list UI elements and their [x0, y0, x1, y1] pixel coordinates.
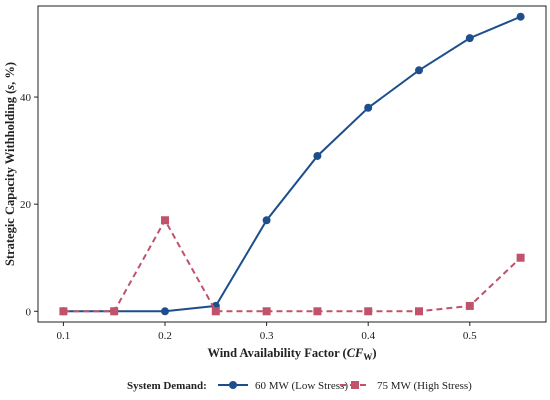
x-tick-label: 0.5 — [463, 330, 477, 342]
legend-title: System Demand: — [127, 380, 207, 392]
series-line — [63, 15, 521, 313]
legend-marker-series-1 — [229, 381, 237, 389]
data-point — [313, 307, 322, 316]
legend-marker-series-2 — [351, 381, 359, 389]
x-tick-label: 0.4 — [361, 330, 375, 342]
data-point — [110, 307, 119, 316]
data-point — [364, 307, 373, 316]
data-point — [516, 253, 525, 262]
x-axis-ticks: 0.1 0.2 0.3 0.4 0.5 — [57, 322, 477, 342]
data-point — [161, 216, 169, 225]
data-point — [516, 12, 525, 21]
data-point — [161, 307, 169, 316]
series-1 — [59, 12, 525, 316]
data-point — [465, 34, 474, 43]
data-point — [59, 307, 68, 316]
data-point — [364, 103, 373, 112]
y-axis-title: Strategic Capacity Withholding (s, %) — [3, 62, 17, 266]
data-point — [415, 307, 423, 316]
data-point — [211, 307, 220, 316]
x-tick-label: 0.1 — [57, 330, 71, 342]
x-tick-label: 0.3 — [260, 330, 274, 342]
series-line — [63, 218, 522, 313]
series-layer — [59, 12, 525, 316]
legend: System Demand: 60 MW (Low Stress) 75 MW … — [127, 380, 472, 392]
data-point — [415, 66, 423, 75]
legend-label-series-1: 60 MW (Low Stress) — [255, 380, 348, 392]
data-point — [262, 216, 271, 225]
y-tick-label: 40 — [20, 92, 32, 104]
plot-frame — [37, 5, 547, 323]
data-point — [313, 151, 322, 160]
y-tick-label: 20 — [20, 199, 32, 211]
legend-label-series-2: 75 MW (High Stress) — [377, 380, 472, 392]
data-point — [262, 307, 271, 316]
data-point — [465, 301, 474, 310]
y-axis-ticks: 0 20 40 — [20, 92, 38, 318]
x-axis-title: Wind Availability Factor (CFW) — [207, 346, 376, 362]
y-tick-label: 0 — [26, 306, 32, 318]
x-tick-label: 0.2 — [158, 330, 172, 342]
series-2 — [59, 216, 525, 316]
